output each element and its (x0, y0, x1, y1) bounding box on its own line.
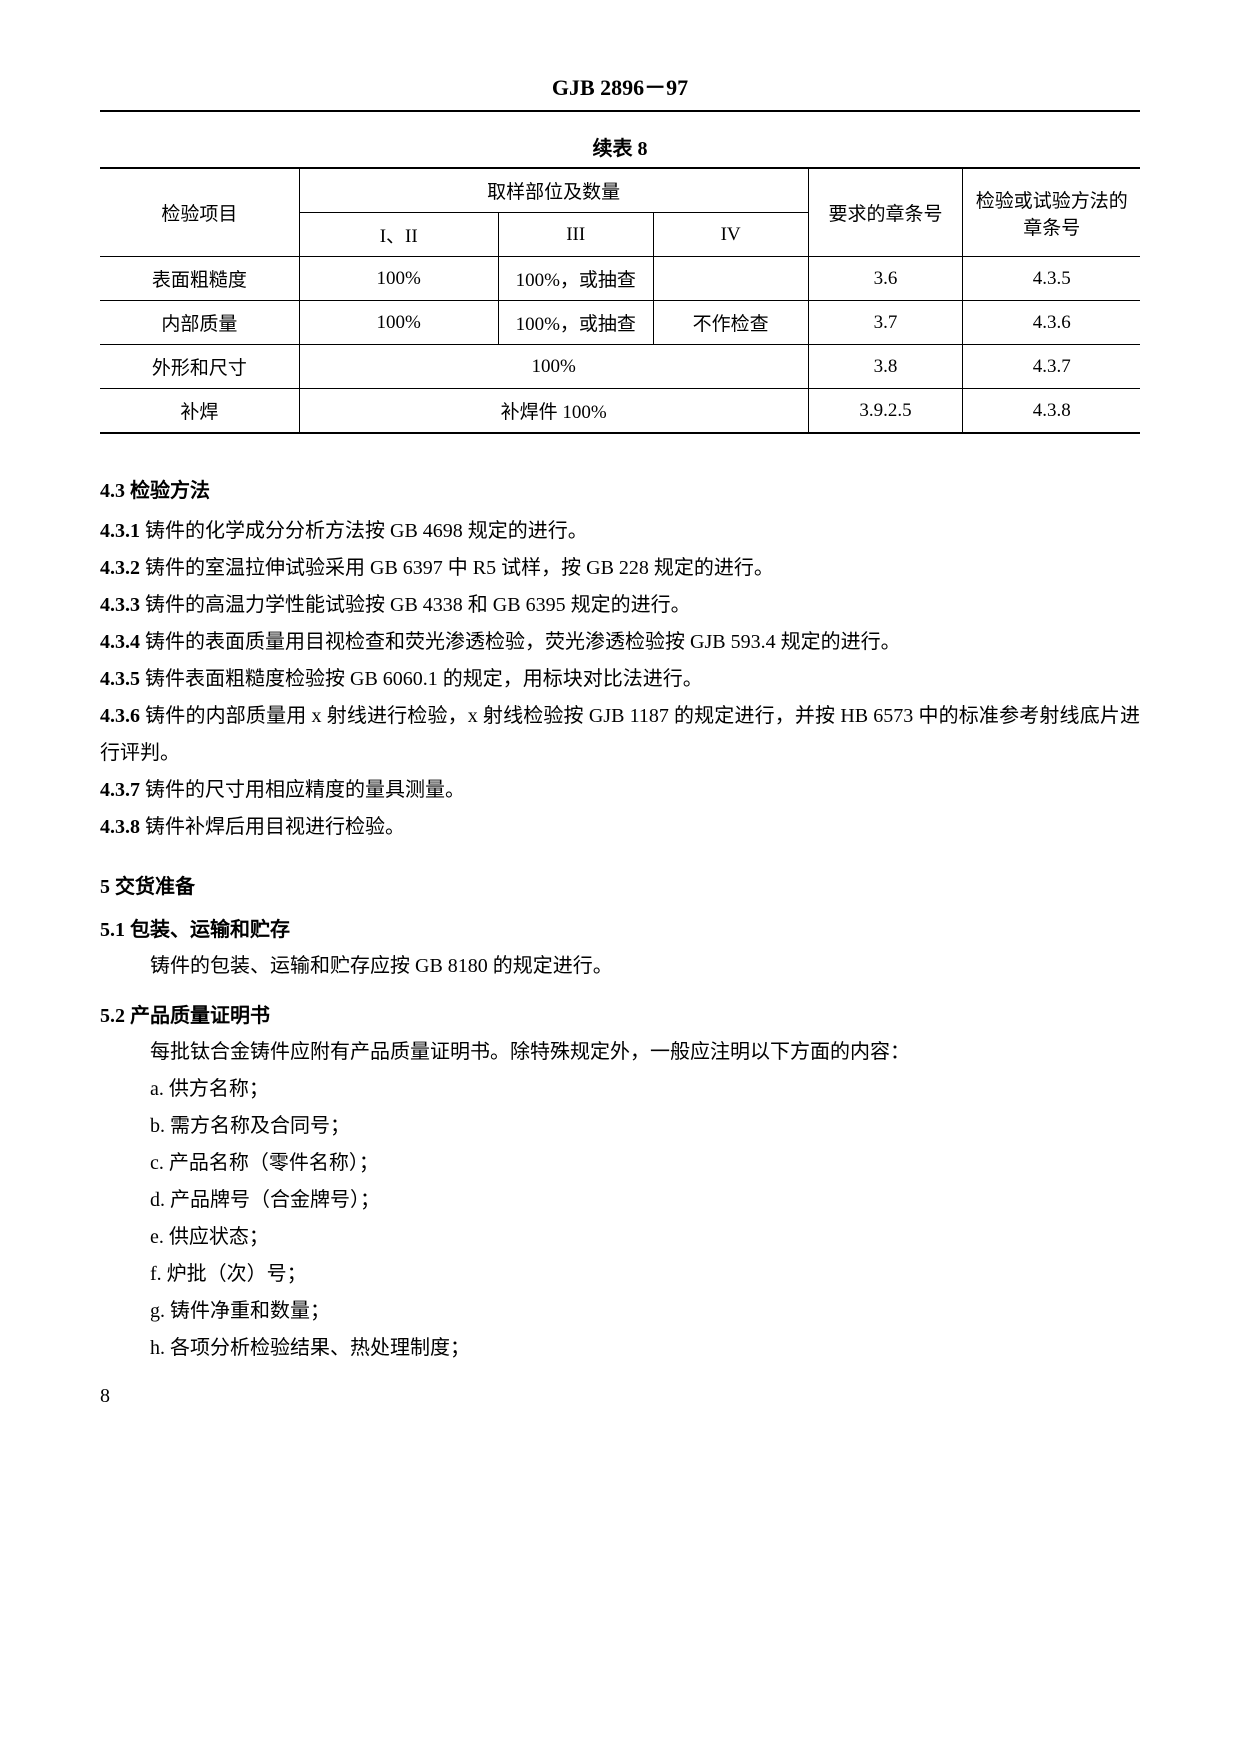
num: 4.3.8 (100, 816, 140, 838)
para-4-3-4: 4.3.4 铸件的表面质量用目视检查和荧光渗透检验，荧光渗透检验按 GJB 59… (100, 624, 1140, 661)
page-number: 8 (100, 1385, 1140, 1408)
para-4-3-2: 4.3.2 铸件的室温拉伸试验采用 GB 6397 中 R5 试样，按 GB 2… (100, 550, 1140, 587)
th-sampling: 取样部位及数量 (299, 168, 808, 213)
table-row: 内部质量 100% 100%，或抽查 不作检查 3.7 4.3.6 (100, 301, 1140, 345)
cell (653, 257, 808, 301)
list-item-e: e. 供应状态； (100, 1219, 1140, 1256)
cell-item: 表面粗糙度 (100, 257, 299, 301)
cell: 100%，或抽查 (498, 301, 653, 345)
list-item-a: a. 供方名称； (100, 1071, 1140, 1108)
th-c3: III (498, 213, 653, 257)
num: 4.3.4 (100, 631, 140, 653)
cell: 100%，或抽查 (498, 257, 653, 301)
para-5-2: 每批钛合金铸件应附有产品质量证明书。除特殊规定外，一般应注明以下方面的内容： (100, 1034, 1140, 1071)
cell: 3.7 (808, 301, 963, 345)
num: 4.3.6 (100, 705, 140, 727)
text: 铸件补焊后用目视进行检验。 (140, 816, 405, 838)
th-c4: IV (653, 213, 808, 257)
list-item-d: d. 产品牌号（合金牌号）； (100, 1182, 1140, 1219)
num: 4.3.1 (100, 520, 140, 542)
num: 4.3.7 (100, 779, 140, 801)
cell-item: 内部质量 (100, 301, 299, 345)
num: 4.3.2 (100, 557, 140, 579)
text: 铸件的表面质量用目视检查和荧光渗透检验，荧光渗透检验按 GJB 593.4 规定… (140, 631, 901, 653)
text: 铸件的高温力学性能试验按 GB 4338 和 GB 6395 规定的进行。 (140, 594, 691, 616)
text: 铸件的尺寸用相应精度的量具测量。 (140, 779, 465, 801)
section-5-1-heading: 5.1 包装、运输和贮存 (100, 913, 1140, 942)
para-4-3-7: 4.3.7 铸件的尺寸用相应精度的量具测量。 (100, 772, 1140, 809)
text: 铸件的化学成分分析方法按 GB 4698 规定的进行。 (140, 520, 588, 542)
inspection-table: 检验项目 取样部位及数量 要求的章条号 检验或试验方法的章条号 I、II III… (100, 167, 1140, 434)
cell-item: 外形和尺寸 (100, 345, 299, 389)
th-c12: I、II (299, 213, 498, 257)
cell: 100% (299, 301, 498, 345)
cell: 100% (299, 345, 808, 389)
para-5-1: 铸件的包装、运输和贮存应按 GB 8180 的规定进行。 (100, 948, 1140, 985)
text: 铸件的内部质量用 x 射线进行检验，x 射线检验按 GJB 1187 的规定进行… (100, 705, 1140, 764)
document-header: GJB 2896－97 (100, 70, 1140, 112)
table-row: 表面粗糙度 100% 100%，或抽查 3.6 4.3.5 (100, 257, 1140, 301)
cell: 3.9.2.5 (808, 389, 963, 434)
th-method: 检验或试验方法的章条号 (963, 168, 1140, 257)
cell: 100% (299, 257, 498, 301)
section-4-3-heading: 4.3 检验方法 (100, 474, 1140, 503)
th-item: 检验项目 (100, 168, 299, 257)
list-item-g: g. 铸件净重和数量； (100, 1293, 1140, 1330)
text: 铸件表面粗糙度检验按 GB 6060.1 的规定，用标块对比法进行。 (140, 668, 703, 690)
para-4-3-1: 4.3.1 铸件的化学成分分析方法按 GB 4698 规定的进行。 (100, 513, 1140, 550)
cell: 4.3.6 (963, 301, 1140, 345)
cell: 4.3.8 (963, 389, 1140, 434)
list-item-b: b. 需方名称及合同号； (100, 1108, 1140, 1145)
num: 4.3.3 (100, 594, 140, 616)
cell: 补焊件 100% (299, 389, 808, 434)
para-4-3-8: 4.3.8 铸件补焊后用目视进行检验。 (100, 809, 1140, 846)
list-item-h: h. 各项分析检验结果、热处理制度； (100, 1330, 1140, 1367)
cell: 4.3.5 (963, 257, 1140, 301)
th-req: 要求的章条号 (808, 168, 963, 257)
cell: 4.3.7 (963, 345, 1140, 389)
section-5-2-heading: 5.2 产品质量证明书 (100, 999, 1140, 1028)
cell: 不作检查 (653, 301, 808, 345)
cell-item: 补焊 (100, 389, 299, 434)
table-caption: 续表 8 (100, 132, 1140, 161)
list-item-c: c. 产品名称（零件名称）； (100, 1145, 1140, 1182)
num: 4.3.5 (100, 668, 140, 690)
cell: 3.6 (808, 257, 963, 301)
table-row: 补焊 补焊件 100% 3.9.2.5 4.3.8 (100, 389, 1140, 434)
section-5-heading: 5 交货准备 (100, 870, 1140, 899)
para-4-3-6: 4.3.6 铸件的内部质量用 x 射线进行检验，x 射线检验按 GJB 1187… (100, 698, 1140, 772)
cell: 3.8 (808, 345, 963, 389)
text: 铸件的室温拉伸试验采用 GB 6397 中 R5 试样，按 GB 228 规定的… (140, 557, 774, 579)
para-4-3-5: 4.3.5 铸件表面粗糙度检验按 GB 6060.1 的规定，用标块对比法进行。 (100, 661, 1140, 698)
list-item-f: f. 炉批（次）号； (100, 1256, 1140, 1293)
table-row: 外形和尺寸 100% 3.8 4.3.7 (100, 345, 1140, 389)
para-4-3-3: 4.3.3 铸件的高温力学性能试验按 GB 4338 和 GB 6395 规定的… (100, 587, 1140, 624)
